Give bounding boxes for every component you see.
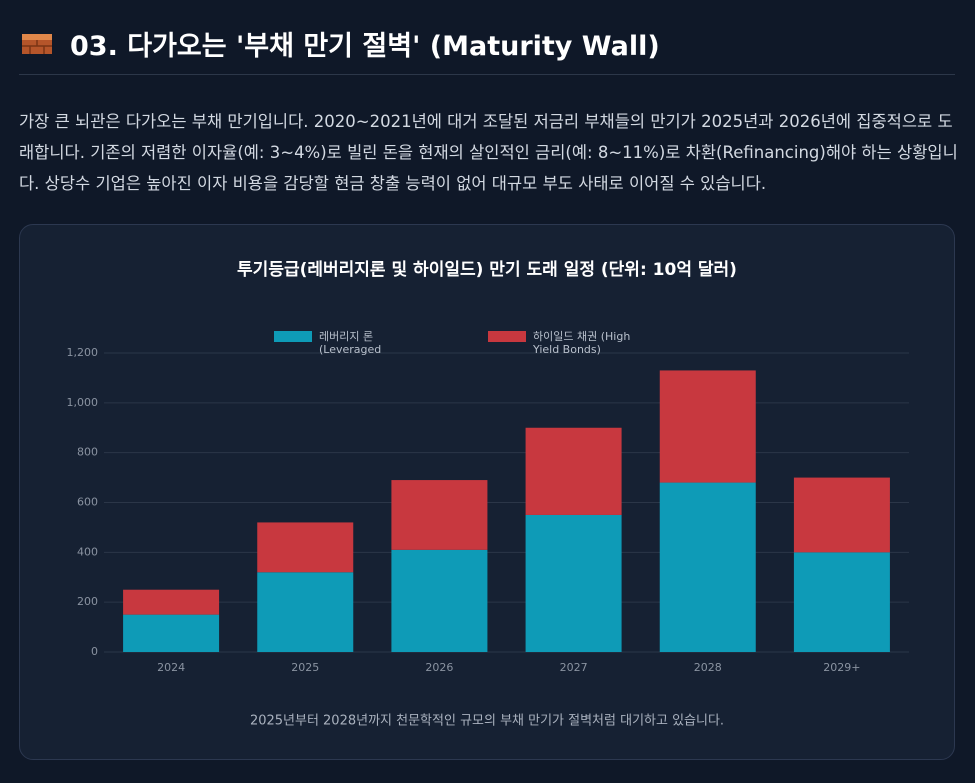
y-tick-label: 1,200: [67, 346, 99, 359]
x-tick-label: 2029+: [823, 661, 860, 674]
paragraph: 가장 큰 뇌관은 다가오는 부채 만기입니다. 2020~2021년에 대거 조…: [19, 112, 958, 193]
y-tick-label: 1,000: [67, 396, 99, 409]
bar-segment: [257, 572, 354, 652]
y-tick-label: 200: [77, 595, 98, 608]
chart-caption: 2025년부터 2028년까지 천문학적인 규모의 부채 만기가 절벽처럼 대기…: [250, 714, 724, 729]
bar-segment: [123, 614, 220, 652]
bar-segment: [525, 427, 622, 515]
x-tick-label: 2026: [425, 661, 453, 674]
y-tick-label: 600: [77, 496, 98, 509]
chart-card: 투기등급(레버리지론 및 하이일드) 만기 도래 일정 (단위: 10억 달러)…: [19, 224, 955, 760]
divider: [19, 74, 955, 75]
y-tick-label: 800: [77, 446, 98, 459]
x-tick-label: 2028: [694, 661, 722, 674]
y-tick-label: 400: [77, 545, 98, 558]
x-tick-label: 2024: [157, 661, 185, 674]
x-tick-label: 2025: [291, 661, 319, 674]
bar-segment: [793, 477, 890, 553]
x-tick-label: 2027: [560, 661, 588, 674]
page-title: 03. 다가오는 '부채 만기 절벽' (Maturity Wall): [70, 31, 660, 62]
chart: 투기등급(레버리지론 및 하이일드) 만기 도래 일정 (단위: 10억 달러)…: [67, 259, 909, 729]
y-tick-label: 0: [91, 645, 98, 658]
legend-swatch: [488, 331, 526, 342]
bar-segment: [659, 482, 756, 652]
bar-segment: [391, 549, 488, 652]
bar-segment: [659, 370, 756, 483]
bar-segment: [123, 589, 220, 615]
bar-segment: [391, 480, 488, 550]
legend-label: 레버리지 론 (Leveraged Loans): [319, 330, 382, 356]
icon: [22, 34, 52, 54]
bar-segment: [793, 552, 890, 652]
bar-segment: [525, 514, 622, 652]
legend-swatch: [274, 331, 312, 342]
legend-label: 하이일드 채권 (High Yield Bonds): [533, 330, 631, 356]
bar-segment: [257, 522, 354, 573]
chart-title: 투기등급(레버리지론 및 하이일드) 만기 도래 일정 (단위: 10억 달러): [237, 259, 737, 280]
